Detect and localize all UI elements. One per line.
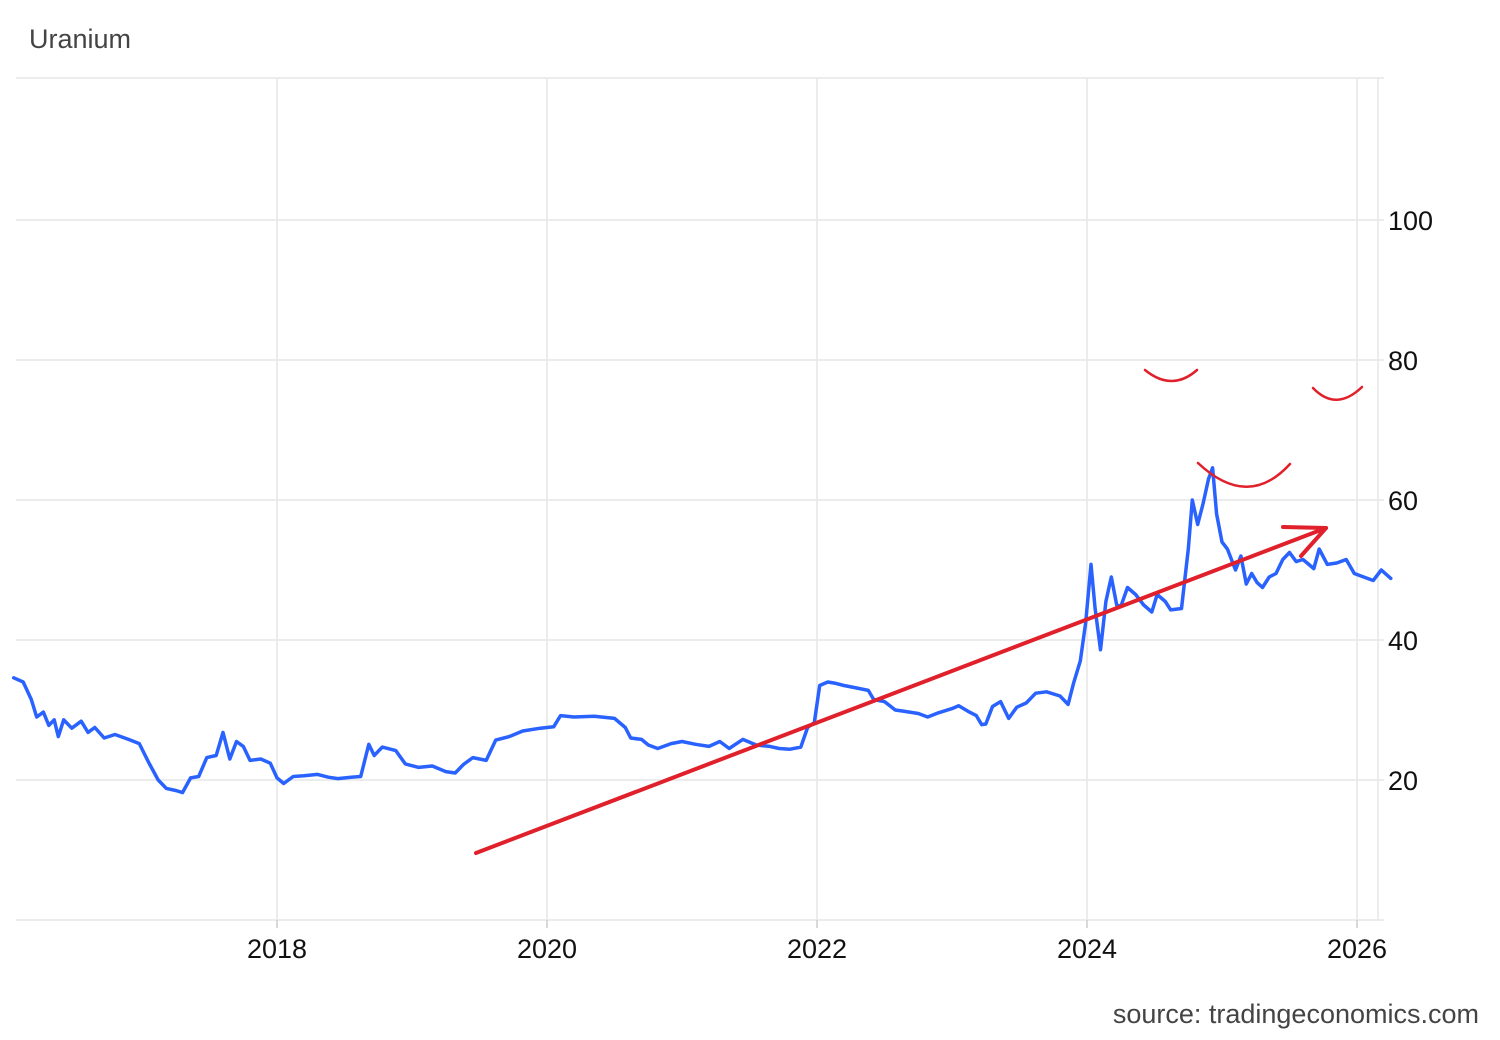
x-tick-label: 2022 [787, 934, 847, 964]
x-tick-label: 2018 [247, 934, 307, 964]
trend-arrow-head [1281, 525, 1328, 558]
x-tick-label: 2020 [517, 934, 577, 964]
grid [16, 77, 1384, 928]
series-line-0 [11, 466, 1393, 795]
cup-curve-bottom [1196, 461, 1292, 488]
y-tick-label: 20 [1388, 766, 1418, 796]
y-tick-label: 60 [1388, 486, 1418, 516]
y-tick-label: 100 [1388, 206, 1433, 236]
cup-curve-left [1143, 368, 1199, 383]
cup-curve-right [1311, 385, 1364, 401]
source-label: source: tradingeconomics.com [1112, 999, 1479, 1029]
annotations [474, 368, 1364, 855]
x-tick-label: 2026 [1327, 934, 1387, 964]
trend-arrow-shaft [474, 526, 1328, 855]
y-axis: 20 40 60 80 100 [1388, 206, 1433, 796]
x-tick-label: 2024 [1057, 934, 1117, 964]
y-tick-label: 40 [1388, 626, 1418, 656]
x-axis: 2018 2020 2022 2024 2026 [247, 934, 1387, 964]
series-layer [11, 466, 1393, 795]
y-tick-label: 80 [1388, 346, 1418, 376]
chart-title: Uranium [29, 24, 132, 54]
